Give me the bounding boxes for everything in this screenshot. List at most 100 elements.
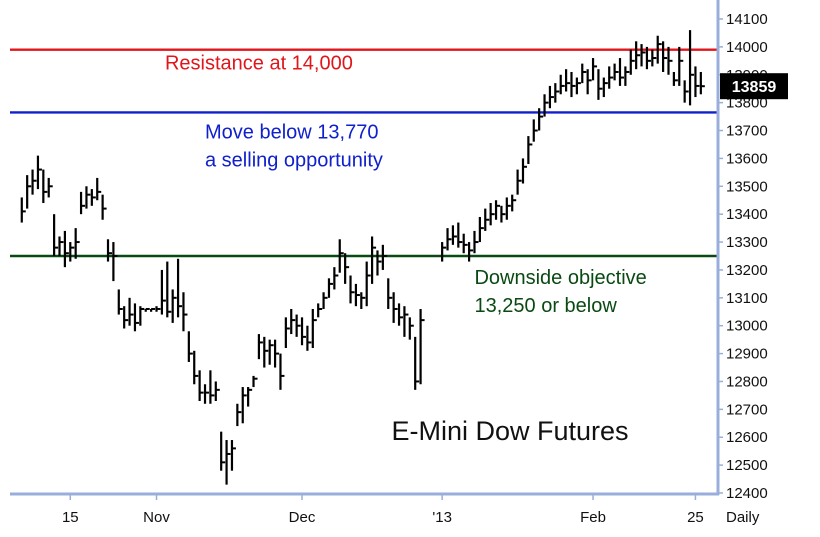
ohlc-bar xyxy=(538,108,544,131)
ohlc-bar xyxy=(672,71,678,86)
y-axis: 12400 12500 12600 12700 12800 12900 13000 13100… xyxy=(718,11,788,502)
ohlc-bar xyxy=(128,297,134,326)
ohlc-bar xyxy=(688,30,695,106)
ohlc-bar xyxy=(155,306,161,312)
plot-frame xyxy=(10,0,720,496)
ohlc-bar xyxy=(602,77,608,98)
x-tick-label: 15 xyxy=(62,509,79,526)
y-tick-label: 12600 xyxy=(726,429,768,446)
x-axis: 15 Nov Dec '13 Feb 25 xyxy=(62,494,704,526)
ohlc-bar xyxy=(317,303,323,318)
ohlc-bar xyxy=(360,292,366,309)
ohlc-bar xyxy=(478,216,484,243)
ohlc-bar xyxy=(527,136,533,164)
y-tick-label: 13600 xyxy=(726,150,768,167)
ohlc-bar xyxy=(133,303,139,332)
ohlc-bar xyxy=(543,94,549,117)
ohlc-bar xyxy=(257,334,263,360)
ohlc-bar xyxy=(209,370,215,404)
y-tick-label: 12700 xyxy=(726,401,768,418)
ohlc-bar xyxy=(171,289,177,323)
price-bars xyxy=(20,30,705,485)
ohlc-bar xyxy=(198,370,204,401)
ohlc-bar xyxy=(613,63,619,81)
ohlc-bar xyxy=(608,66,614,89)
ohlc-bar xyxy=(581,63,587,84)
ohlc-bar xyxy=(365,261,371,307)
annotation-text: 13,250 or below xyxy=(474,295,617,317)
ohlc-bar xyxy=(656,35,662,64)
ohlc-bar xyxy=(370,236,377,284)
ohlc-bar xyxy=(397,303,404,326)
ohlc-bar xyxy=(252,375,258,388)
y-tick-label: 12400 xyxy=(726,485,768,502)
ohlc-bar xyxy=(618,58,624,86)
ohlc-bar xyxy=(85,186,91,209)
ohlc-bar xyxy=(408,317,414,340)
ohlc-bar xyxy=(548,85,554,109)
ohlc-bar xyxy=(53,214,59,256)
ohlc-bar xyxy=(462,233,468,254)
ohlc-bar xyxy=(176,258,183,318)
ohlc-bar xyxy=(354,283,360,307)
ohlc-bar xyxy=(635,41,641,70)
ohlc-bar xyxy=(69,242,75,262)
ohlc-bar xyxy=(20,197,26,223)
y-tick-label: 12500 xyxy=(726,457,768,474)
ohlc-bar xyxy=(290,308,296,335)
x-tick-label: '13 xyxy=(432,509,452,526)
y-tick-label: 13000 xyxy=(726,318,768,335)
annotation-text: Move below 13,770 xyxy=(205,121,378,143)
ohlc-bar xyxy=(349,275,355,304)
ohlc-bar xyxy=(516,169,522,195)
ohlc-bar xyxy=(193,350,199,385)
ohlc-bar xyxy=(322,292,328,309)
ohlc-bar xyxy=(106,239,113,262)
ohlc-bar xyxy=(667,46,673,75)
chart-title: E-Mini Dow Futures xyxy=(391,416,628,446)
period-label: Daily xyxy=(726,509,760,526)
ohlc-bar xyxy=(101,194,107,220)
ohlc-bar xyxy=(295,314,301,337)
ohlc-bar xyxy=(586,69,592,95)
ohlc-bar xyxy=(230,440,236,471)
x-tick-label: Feb xyxy=(580,509,606,526)
ohlc-bar xyxy=(300,317,307,346)
ohlc-bar xyxy=(591,58,598,81)
y-tick-label: 13100 xyxy=(726,290,768,307)
ohlc-bar xyxy=(268,339,274,365)
last-price-label: 13859 xyxy=(732,79,777,96)
ohlc-bar xyxy=(532,119,538,142)
ohlc-bar xyxy=(96,177,102,201)
ohlc-bar xyxy=(58,236,64,256)
ohlc-bar xyxy=(214,381,220,401)
ohlc-bar xyxy=(446,228,452,251)
ohlc-bar xyxy=(521,158,527,184)
ohlc-bar xyxy=(144,307,150,312)
ohlc-bar xyxy=(160,269,166,315)
ohlc-bar xyxy=(327,278,333,298)
y-tick-label: 13700 xyxy=(726,123,768,140)
y-tick-label: 13200 xyxy=(726,262,768,279)
ohlc-bar xyxy=(247,387,253,407)
x-tick-label: 25 xyxy=(687,509,704,526)
ohlc-bar xyxy=(500,205,506,223)
ohlc-bar xyxy=(306,325,312,351)
ohlc-bar xyxy=(36,155,42,190)
ohlc-bar xyxy=(338,239,344,273)
ohlc-bar xyxy=(597,69,603,100)
ohlc-bar xyxy=(90,189,96,206)
ohlc-bar xyxy=(554,83,560,103)
ohlc-bar xyxy=(624,66,630,86)
ohlc-bar xyxy=(112,242,118,282)
ohlc-bar xyxy=(419,308,425,385)
y-tick-label: 13500 xyxy=(726,178,768,195)
ohlc-bar xyxy=(678,46,684,86)
ohlc-bar xyxy=(403,306,409,337)
ohlc-bar xyxy=(376,250,382,276)
ohlc-bar xyxy=(699,71,705,95)
y-tick-label: 14000 xyxy=(726,39,768,56)
ohlc-bar xyxy=(683,80,689,103)
ohlc-bar xyxy=(236,403,242,427)
